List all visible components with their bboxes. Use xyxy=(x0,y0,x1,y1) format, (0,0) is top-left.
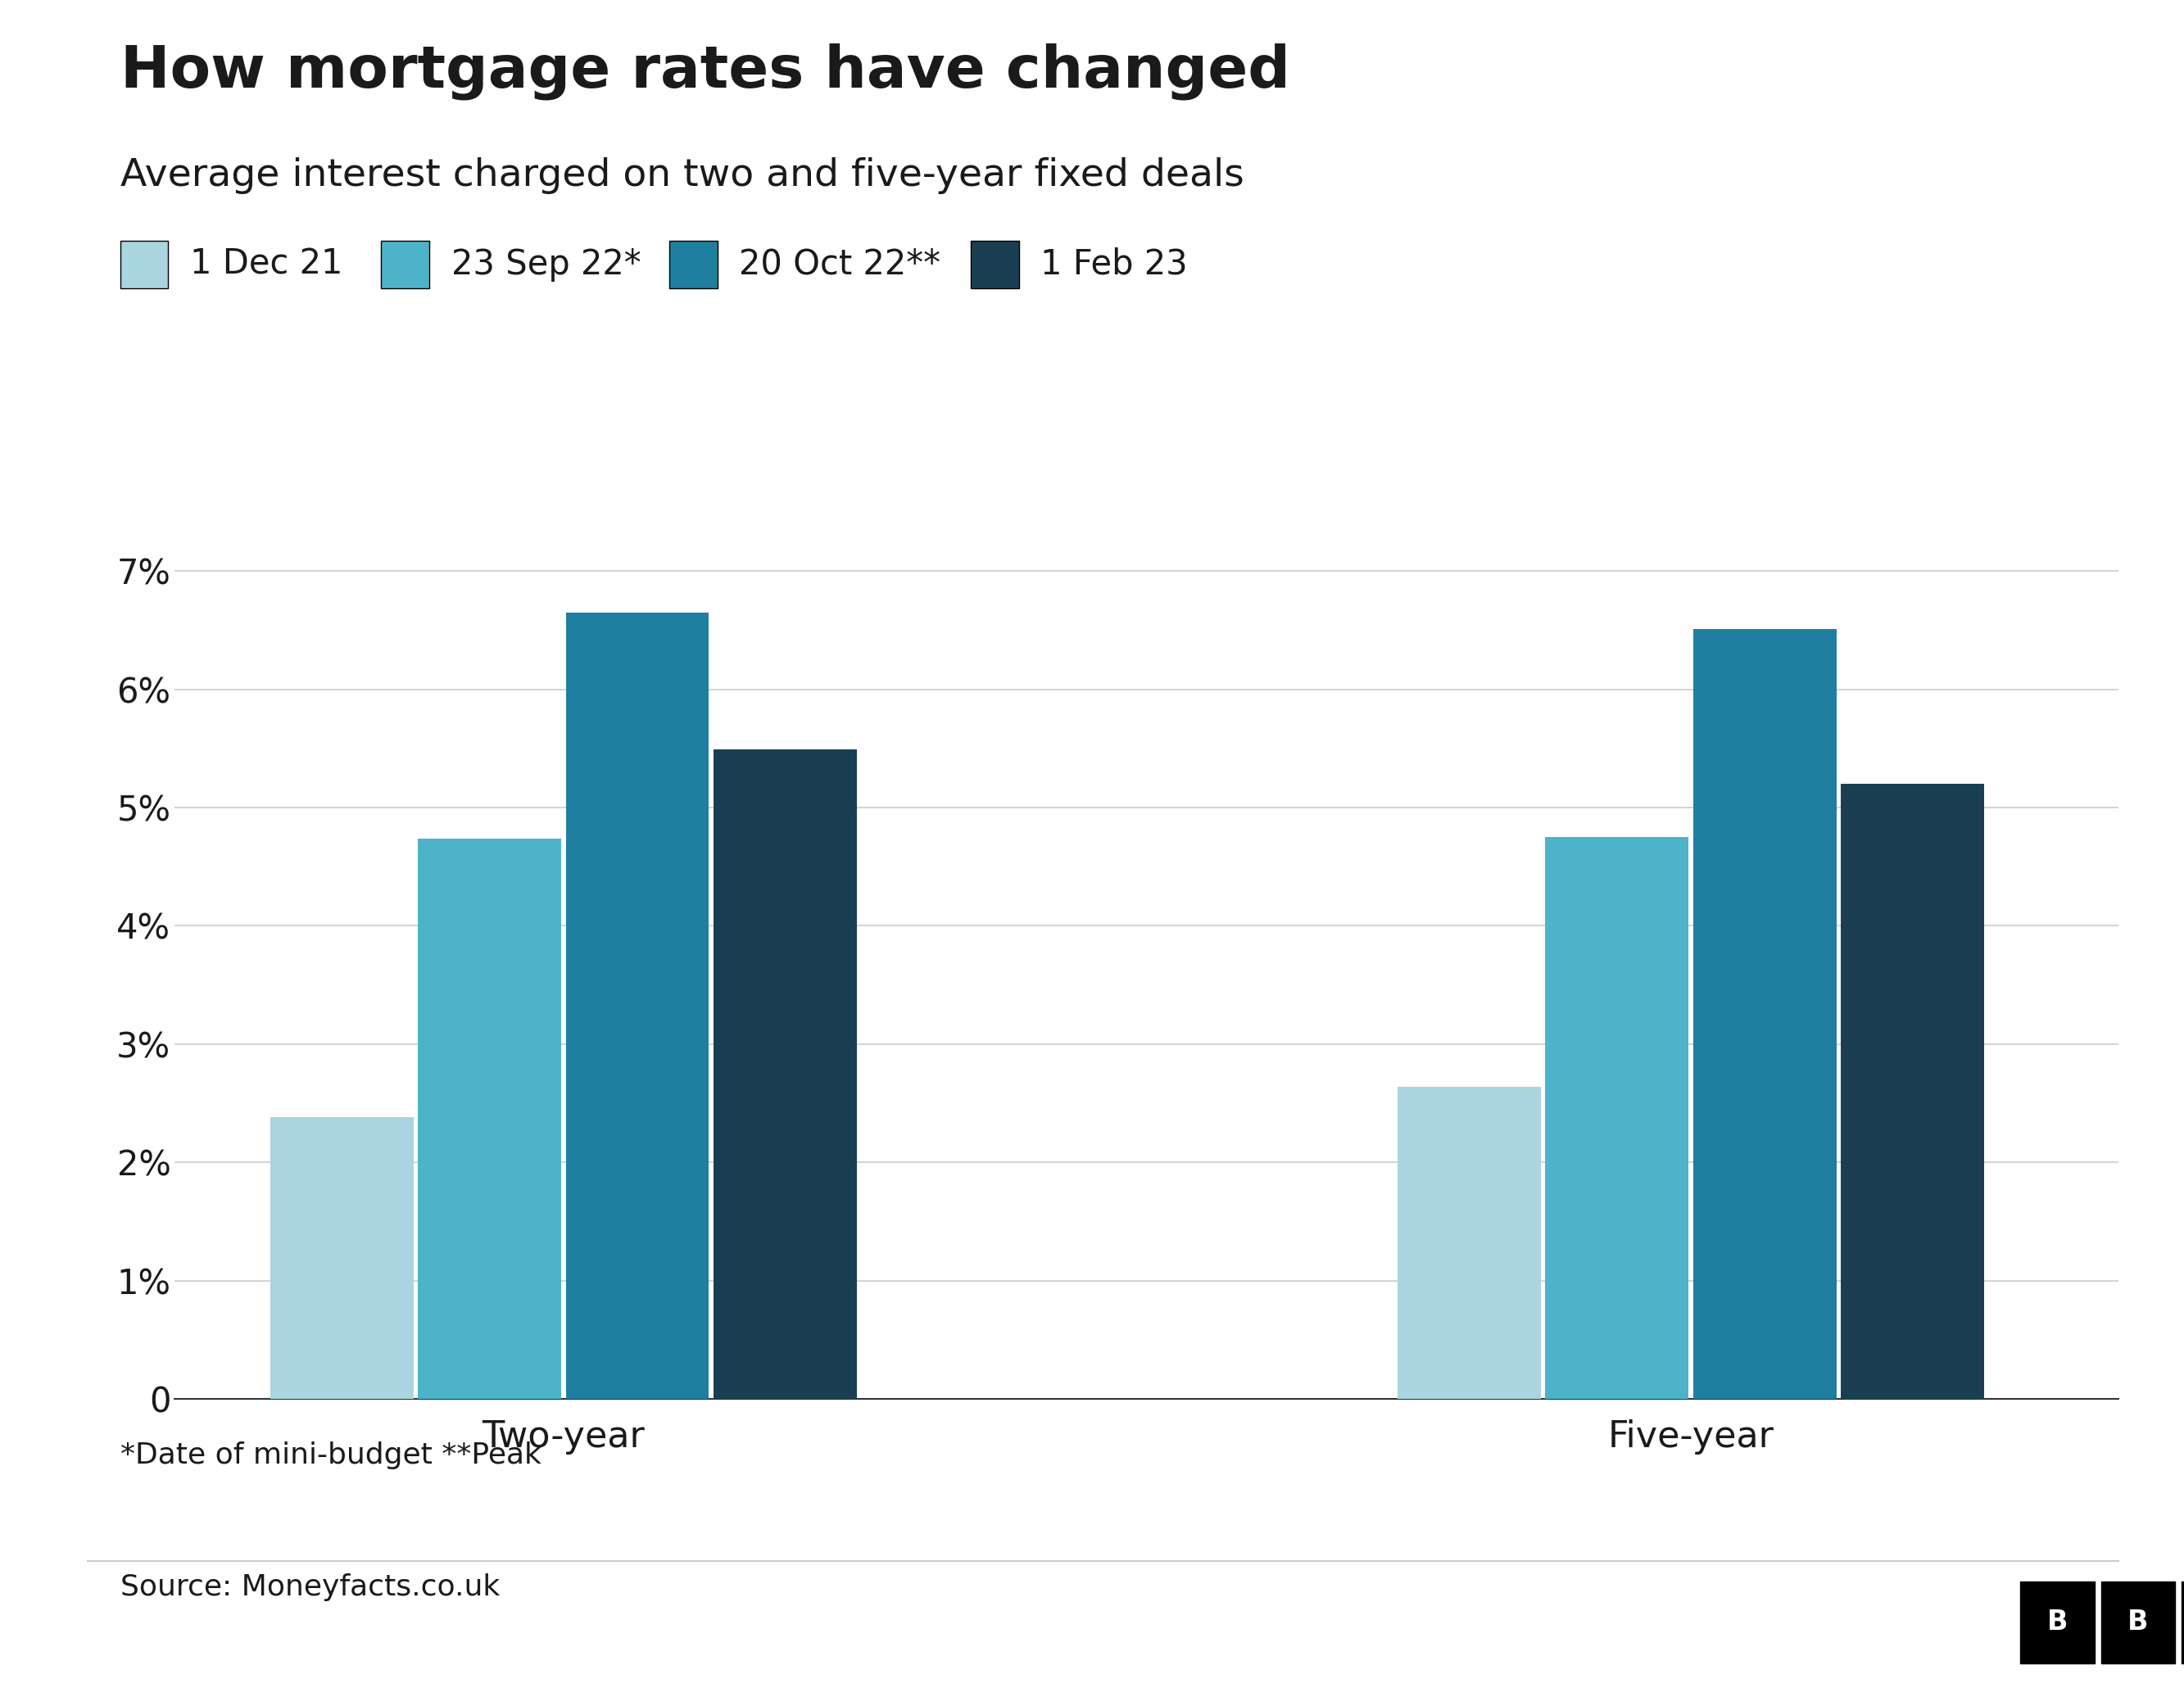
Text: 20 Oct 22**: 20 Oct 22** xyxy=(738,247,941,281)
Text: Source: Moneyfacts.co.uk: Source: Moneyfacts.co.uk xyxy=(120,1573,500,1600)
Bar xyxy=(1398,1087,1542,1399)
Text: 23 Sep 22*: 23 Sep 22* xyxy=(452,247,640,281)
Text: B: B xyxy=(2046,1609,2068,1636)
Text: 1 Feb 23: 1 Feb 23 xyxy=(1040,247,1188,281)
Bar xyxy=(417,838,561,1399)
Text: Average interest charged on two and five-year fixed deals: Average interest charged on two and five… xyxy=(120,157,1245,194)
Text: 1 Dec 21: 1 Dec 21 xyxy=(190,247,343,281)
Bar xyxy=(1546,838,1688,1399)
Bar xyxy=(271,1117,413,1399)
Text: How mortgage rates have changed: How mortgage rates have changed xyxy=(120,43,1291,99)
Bar xyxy=(566,612,710,1399)
Bar xyxy=(714,749,856,1399)
Text: B: B xyxy=(2127,1609,2149,1636)
Bar xyxy=(1693,630,1837,1399)
Text: *Date of mini-budget **Peak: *Date of mini-budget **Peak xyxy=(120,1442,542,1469)
Bar xyxy=(1841,783,1983,1399)
